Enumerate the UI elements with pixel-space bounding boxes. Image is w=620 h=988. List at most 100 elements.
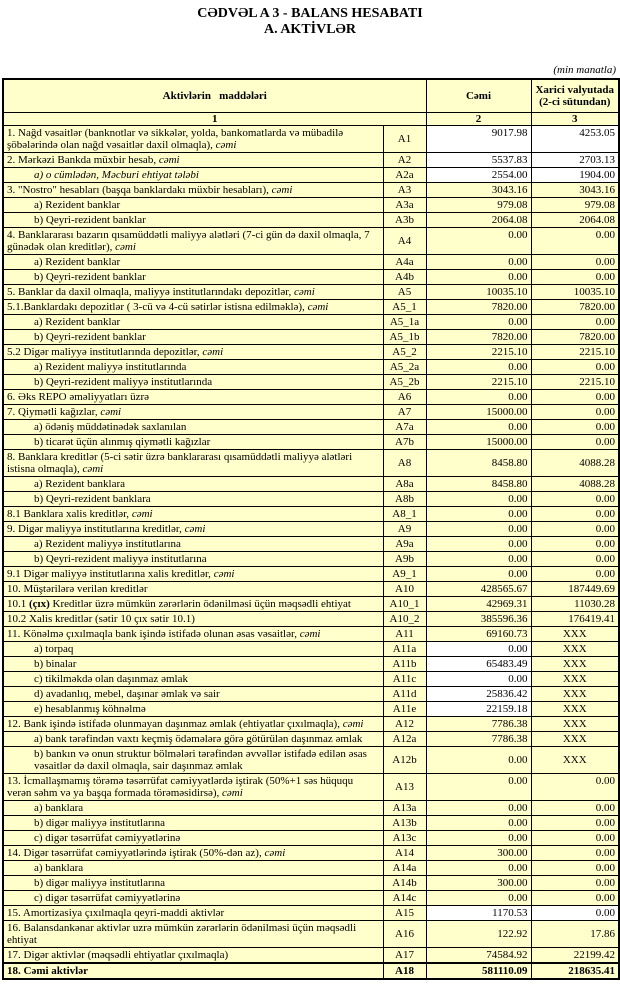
foreign-value-cell: 0.00 <box>530 491 620 507</box>
item-label: a) Rezident banklara <box>2 476 384 492</box>
total-value-cell: 300.00 <box>425 875 532 891</box>
total-value-cell: 8458.80 <box>425 476 532 492</box>
item-label-text: a) bank tərəfindən vaxtı keçmiş ödəmələr… <box>34 733 363 745</box>
table-row: 10.2 Xalis kreditlər (sətir 10 çıx sətir… <box>2 611 620 627</box>
total-value-cell: 0.00 <box>425 773 532 801</box>
table-row: a) ödəniş müddətinədək saxlanılan A7a 0.00… <box>2 419 620 435</box>
item-label-text: a) banklara <box>34 862 84 874</box>
total-value-cell: 428565.67 <box>425 581 532 597</box>
total-value-cell[interactable]: 9017.98 <box>425 125 532 153</box>
foreign-value-cell[interactable]: 0.00 <box>530 905 620 921</box>
row-code: A18 <box>382 962 427 980</box>
item-label-text: 17. Digər aktivlər (məqsədli ehtiyatlar … <box>7 949 229 961</box>
foreign-value-cell: 0.00 <box>530 434 620 450</box>
total-value-cell: 979.08 <box>425 197 532 213</box>
row-code: A8 <box>382 449 427 477</box>
row-code: A14b <box>382 875 427 891</box>
item-label: a) Rezident maliyyə institutlarına <box>2 536 384 552</box>
total-value-cell[interactable]: 2554.00 <box>425 167 532 183</box>
table-row: 14. Digər təsərrüfat cəmiyyətlərində işt… <box>2 845 620 861</box>
total-value-cell: 0.00 <box>425 536 532 552</box>
foreign-value-cell: 218635.41 <box>530 962 620 980</box>
table-row: 12. Bank işində istifadə olunmayan daşın… <box>2 716 620 732</box>
total-value-cell[interactable]: 65483.49 <box>425 656 532 672</box>
row-code: A10 <box>382 581 427 597</box>
total-value-cell: 0.00 <box>425 860 532 876</box>
item-label-text: 12. Bank işində istifadə olunmayan daşın… <box>7 718 343 730</box>
report-title: CƏDVƏL A 3 - BALANS HESABATI <box>197 6 423 21</box>
item-label-text: b) Qeyri-rezident banklar <box>34 331 146 343</box>
table-row: a) banklara A14a 0.00 0.00 <box>2 860 620 876</box>
item-label-text: cəmi <box>202 346 224 358</box>
total-value-cell[interactable]: 0.00 <box>425 671 532 687</box>
item-label: 4. Banklararası bazarın qısamüddətli mal… <box>2 227 384 255</box>
table-row: e) hesablanmış köhnəlmə A11e 22159.18 XXX <box>2 701 620 717</box>
table-row: 8.1 Banklara xalis kreditlər, cəmi A8_1 0.… <box>2 506 620 522</box>
table-row: 3. "Nostro" hesabları (başqa banklardakı… <box>2 182 620 198</box>
header-row: Aktivlərin maddələri Cəmi Xarici valyuta… <box>2 78 620 113</box>
item-label-text: 13. İcmallaşmamış törəmə təsərrüfat cəmi… <box>7 775 354 799</box>
item-label: a) banklara <box>2 800 384 816</box>
table-row: a) Rezident banklar A3a 979.08 979.08 <box>2 197 620 213</box>
row-code: A14a <box>382 860 427 876</box>
foreign-value-cell: 10035.10 <box>530 284 620 300</box>
item-label: 5.1.Banklardakı depozitlər ( 3-cü və 4-c… <box>2 299 384 315</box>
table-row: 18. Cəmi aktivlər A18 581110.09 218635.41 <box>2 962 620 980</box>
table-row: c) digər təsərrüfat cəmiyyətlərinə A14c 0.… <box>2 890 620 906</box>
item-label: 9. Digər maliyyə institutlarına kreditlə… <box>2 521 384 537</box>
total-value-cell[interactable]: 22159.18 <box>425 701 532 717</box>
table-row: b) Qeyri-rezident banklara A8b 0.00 0.00 <box>2 491 620 507</box>
item-label-text: a) torpaq <box>34 643 74 655</box>
foreign-value-cell: 4088.28 <box>530 449 620 477</box>
item-label-text: 11. Könəlmə çıxılmaqla bank işində istif… <box>7 628 300 640</box>
row-code: A12a <box>382 731 427 747</box>
row-code: A13b <box>382 815 427 831</box>
foreign-value-cell: 17.86 <box>530 920 620 948</box>
total-value-cell: 42969.31 <box>425 596 532 612</box>
item-label: b) Qeyri-rezident banklar <box>2 329 384 345</box>
total-value-cell: 0.00 <box>425 800 532 816</box>
total-value-cell[interactable]: 25836.42 <box>425 686 532 702</box>
row-code: A10_1 <box>382 596 427 612</box>
total-value-cell: 0.00 <box>425 890 532 906</box>
row-code: A13a <box>382 800 427 816</box>
total-value-cell: 300.00 <box>425 845 532 861</box>
table-row: b) ticarət üçün alınmış qiymətli kağızla… <box>2 434 620 450</box>
total-value-cell: 0.00 <box>425 359 532 375</box>
foreign-value-cell: 0.00 <box>530 845 620 861</box>
table-row: b) digər maliyyə institutlarına A13b 0.00 0… <box>2 815 620 831</box>
foreign-value-cell: 187449.69 <box>530 581 620 597</box>
foreign-value-cell[interactable]: 2703.13 <box>530 152 620 168</box>
table-row: a) Rezident banklar A5_1a 0.00 0.00 <box>2 314 620 330</box>
row-code: A10_2 <box>382 611 427 627</box>
foreign-value-cell: XXX <box>530 686 620 702</box>
row-code: A16 <box>382 920 427 948</box>
column-header-foreign: Xarici valyutada (2-ci sütundan) <box>530 78 620 113</box>
foreign-value-cell: XXX <box>530 641 620 657</box>
foreign-value-cell[interactable]: 1904.00 <box>530 167 620 183</box>
table-row: b) Qeyri-rezident maliyyə institutlarına… <box>2 551 620 567</box>
row-code: A11d <box>382 686 427 702</box>
item-label-text: cəmi <box>158 154 180 166</box>
foreign-value-cell: 22199.42 <box>530 947 620 964</box>
row-code: A5_2b <box>382 374 427 390</box>
row-code: A4a <box>382 254 427 270</box>
item-label: a) Rezident banklar <box>2 197 384 213</box>
table-row: 13. İcmallaşmamış törəmə təsərrüfat cəmi… <box>2 773 620 801</box>
total-value-cell: 0.00 <box>425 491 532 507</box>
foreign-value-cell[interactable]: 4253.05 <box>530 125 620 153</box>
total-value-cell[interactable]: 5537.83 <box>425 152 532 168</box>
table-row: a) Rezident maliyyə institutlarında A5_2a… <box>2 359 620 375</box>
item-label-text: a) Rezident banklar <box>34 256 121 268</box>
table-row: a) Rezident banklar A4a 0.00 0.00 <box>2 254 620 270</box>
item-label-text: 8.1 Banklara xalis kreditlər, <box>7 508 132 520</box>
total-value-cell: 0.00 <box>425 830 532 846</box>
item-label: b) Qeyri-rezident banklara <box>2 491 384 507</box>
item-label-text: 16. Balansdankənar aktivlər uzrə mümkün … <box>7 922 357 946</box>
item-label-text: a) Rezident maliyyə institutlarında <box>34 361 187 373</box>
total-value-cell[interactable]: 1170.53 <box>425 905 532 921</box>
total-value-cell: 3043.16 <box>425 182 532 198</box>
foreign-value-cell: 0.00 <box>530 227 620 255</box>
total-value-cell: 2215.10 <box>425 374 532 390</box>
total-value-cell[interactable]: 0.00 <box>425 641 532 657</box>
